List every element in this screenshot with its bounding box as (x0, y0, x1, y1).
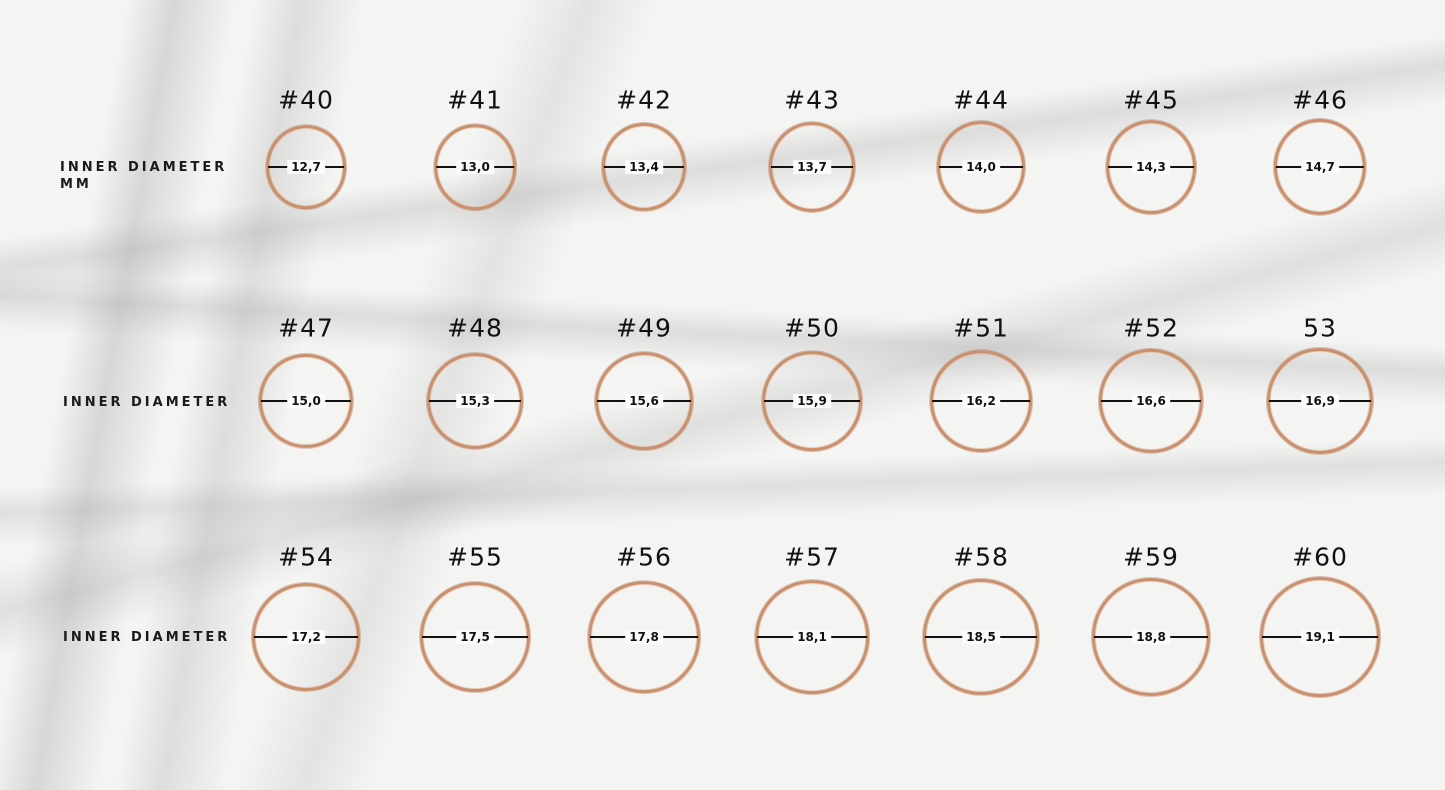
diameter-value: 13,4 (625, 160, 663, 174)
diameter-value: 17,5 (456, 630, 494, 644)
ring-circle (1106, 120, 1196, 214)
ring-circle (762, 351, 862, 451)
diameter-value: 19,1 (1301, 630, 1339, 644)
row-label-1: INNER DIAMETER MM (60, 160, 228, 192)
ring-size-label: #45 (1123, 85, 1179, 115)
ring-size-label: #49 (616, 313, 672, 343)
diameter-value: 14,0 (962, 160, 1000, 174)
ring-size-label: #52 (1123, 313, 1179, 343)
ring-circle (930, 350, 1032, 452)
ring-circle (922, 578, 1040, 696)
diameter-value: 15,3 (456, 394, 494, 408)
ring-circle (251, 582, 361, 692)
diameter-value: 17,2 (287, 630, 325, 644)
diameter-value: 15,0 (287, 394, 325, 408)
ring-size-label: #51 (953, 313, 1009, 343)
ring-size-label: #60 (1292, 542, 1348, 572)
ring-circle (595, 352, 693, 450)
ring-circle (1098, 348, 1204, 454)
ring-size-label: #43 (784, 85, 840, 115)
ring-size-label: #44 (953, 85, 1009, 115)
ring-circle (426, 352, 524, 450)
diameter-value: 16,2 (962, 394, 1000, 408)
diameter-value: 13,7 (793, 160, 831, 174)
diameter-value: 15,6 (625, 394, 663, 408)
diameter-value: 18,5 (962, 630, 1000, 644)
ring-circle (1266, 347, 1374, 455)
diameter-value: 16,6 (1132, 394, 1170, 408)
row-label-2: INNER DIAMETER (63, 395, 231, 410)
ring-circle (434, 124, 516, 210)
ring-size-label: 53 (1303, 313, 1337, 343)
ring-size-label: #46 (1292, 85, 1348, 115)
diameter-value: 13,0 (456, 160, 494, 174)
ring-circle (1091, 577, 1211, 697)
diameter-value: 12,7 (287, 160, 325, 174)
ring-circle (1273, 118, 1367, 216)
ring-size-label: #59 (1123, 542, 1179, 572)
ring-circle (1260, 577, 1380, 697)
row-label-3: INNER DIAMETER (63, 630, 231, 645)
diameter-value: 14,7 (1301, 160, 1339, 174)
ring-size-label: #42 (616, 85, 672, 115)
ring-circle (755, 580, 869, 694)
ring-size-label: #41 (447, 85, 503, 115)
diameter-value: 17,8 (625, 630, 663, 644)
diameter-value: 18,8 (1132, 630, 1170, 644)
ring-size-label: #40 (278, 85, 334, 115)
ring-size-label: #56 (616, 542, 672, 572)
ring-circle (768, 121, 856, 213)
ring-circle (266, 125, 346, 209)
diameter-value: 18,1 (793, 630, 831, 644)
ring-circle (601, 122, 687, 212)
diameter-value: 16,9 (1301, 394, 1339, 408)
diameter-value: 14,3 (1132, 160, 1170, 174)
ring-circle (937, 121, 1025, 213)
diameter-value: 15,9 (793, 394, 831, 408)
ring-size-label: #54 (278, 542, 334, 572)
ring-size-label: #47 (278, 313, 334, 343)
ring-size-label: #48 (447, 313, 503, 343)
ring-circle (258, 353, 354, 449)
ring-size-label: #58 (953, 542, 1009, 572)
ring-size-label: #55 (447, 542, 503, 572)
ring-size-label: #50 (784, 313, 840, 343)
ring-size-label: #57 (784, 542, 840, 572)
ring-circle (420, 582, 530, 692)
ring-circle (588, 581, 700, 693)
